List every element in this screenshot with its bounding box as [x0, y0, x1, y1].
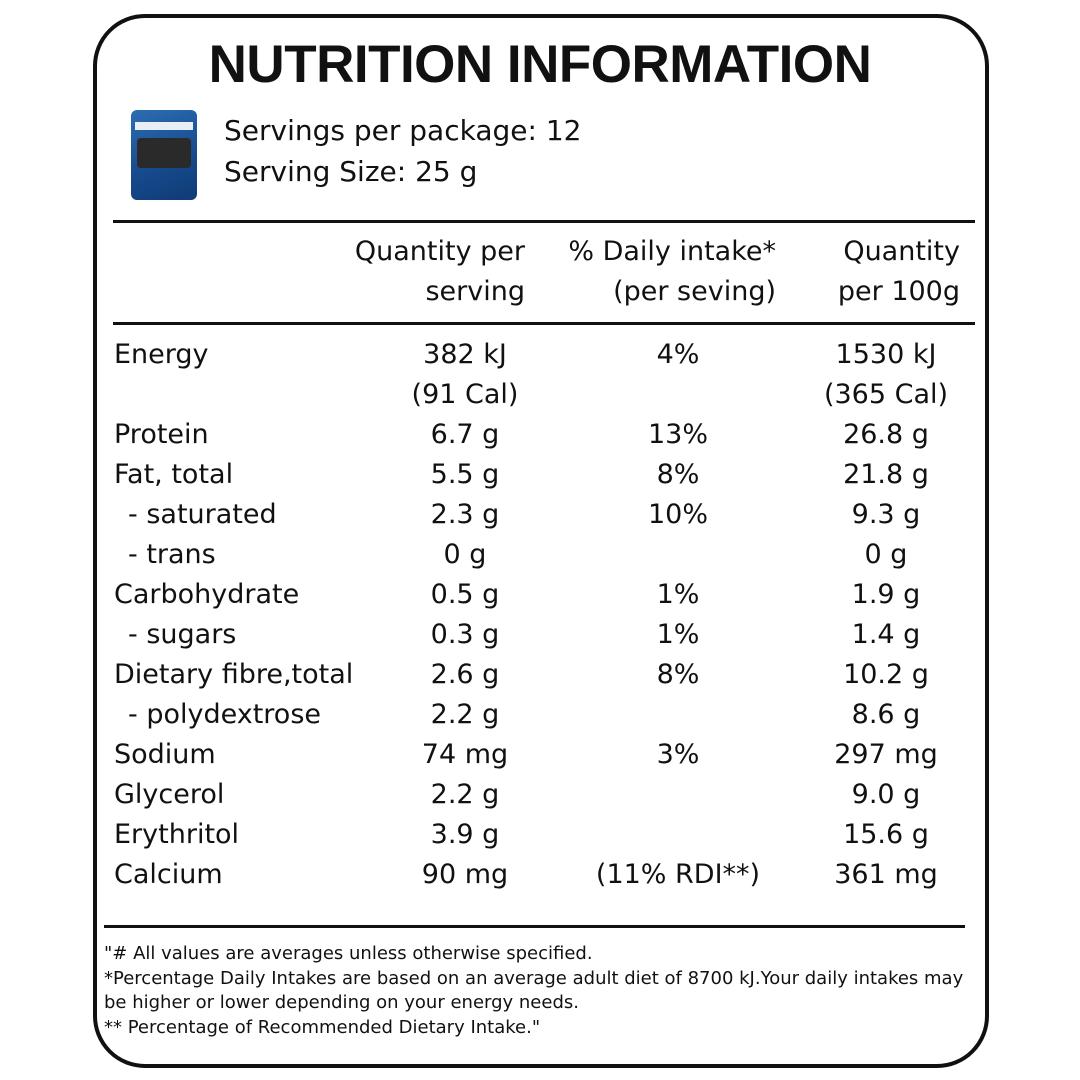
label-border	[93, 14, 989, 1068]
servings-per-package: Servings per package: 12	[224, 114, 582, 147]
daily-intake: 1%	[656, 619, 700, 650]
nutrient-name: - polydextrose	[128, 699, 322, 730]
nutrient-value: 26.8 g	[843, 419, 929, 450]
column-header: Quantity per	[354, 236, 525, 267]
nutrient-name: Fat, total	[114, 459, 234, 490]
nutrient-value: 8.6 g	[851, 699, 921, 730]
nutrient-name: Erythritol	[114, 819, 240, 850]
column-header: % Daily intake*	[568, 236, 776, 267]
nutrient-name: Energy	[114, 339, 209, 370]
rule	[113, 322, 975, 325]
nutrient-value: 6.7 g	[430, 419, 500, 450]
serving-size: Serving Size: 25 g	[224, 155, 478, 188]
nutrient-name: Carbohydrate	[114, 579, 300, 610]
nutrient-value: (91 Cal)	[411, 379, 519, 410]
column-header: serving	[425, 276, 525, 307]
footnote: be higher or lower depending on your ene…	[104, 992, 579, 1013]
nutrient-value: 90 mg	[421, 859, 509, 890]
column-header: (per seving)	[613, 276, 776, 307]
nutrient-value: 2.2 g	[430, 699, 500, 730]
rule	[104, 925, 965, 928]
nutrient-value: 0 g	[864, 539, 908, 570]
nutrient-value: 9.0 g	[851, 779, 921, 810]
nutrient-value: 5.5 g	[430, 459, 500, 490]
nutrient-name: Calcium	[114, 859, 223, 890]
daily-intake: 1%	[656, 579, 700, 610]
nutrient-name: Protein	[114, 419, 209, 450]
nutrient-value: 2.6 g	[430, 659, 500, 690]
nutrient-name: - trans	[128, 539, 216, 570]
nutrient-value: 2.3 g	[430, 499, 500, 530]
nutrient-value: 3.9 g	[430, 819, 500, 850]
rule	[113, 220, 975, 223]
nutrient-name: - saturated	[128, 499, 277, 530]
nutrient-value: 1.9 g	[851, 579, 921, 610]
nutrient-value: 0 g	[443, 539, 487, 570]
daily-intake: 3%	[656, 739, 700, 770]
nutrient-value: 297 mg	[834, 739, 938, 770]
nutrient-value: 15.6 g	[843, 819, 929, 850]
column-header: per 100g	[837, 276, 960, 307]
footnote: ** Percentage of Recommended Dietary Int…	[104, 1016, 541, 1038]
daily-intake: (11% RDI**)	[595, 859, 761, 890]
daily-intake: 13%	[647, 419, 708, 450]
nutrient-name: - sugars	[128, 619, 237, 650]
nutrient-value: 0.5 g	[430, 579, 500, 610]
footnote: "# All values are averages unless otherw…	[104, 943, 593, 964]
nutrient-value: 10.2 g	[843, 659, 929, 690]
daily-intake: 4%	[656, 339, 700, 370]
nutrient-value: 74 mg	[421, 739, 509, 770]
nutrient-name: Glycerol	[114, 779, 225, 810]
nutrient-value: 1.4 g	[851, 619, 921, 650]
nutrient-value: 2.2 g	[430, 779, 500, 810]
nutrient-name: Dietary fibre,total	[114, 659, 354, 690]
daily-intake: 8%	[656, 659, 700, 690]
nutrient-value: (365 Cal)	[823, 379, 949, 410]
nutrient-value: 382 kJ	[423, 339, 507, 370]
title: NUTRITION INFORMATION	[208, 35, 872, 94]
nutrient-value: 0.3 g	[430, 619, 500, 650]
nutrient-value: 21.8 g	[843, 459, 929, 490]
nutrient-value: 1530 kJ	[835, 339, 937, 370]
daily-intake: 10%	[647, 499, 708, 530]
nutrient-name: Sodium	[114, 739, 216, 770]
nutrient-value: 361 mg	[834, 859, 938, 890]
nutrient-value: 9.3 g	[851, 499, 921, 530]
product-image	[131, 110, 197, 200]
daily-intake: 8%	[656, 459, 700, 490]
column-header: Quantity	[843, 236, 960, 267]
footnote: *Percentage Daily Intakes are based on a…	[104, 967, 964, 989]
